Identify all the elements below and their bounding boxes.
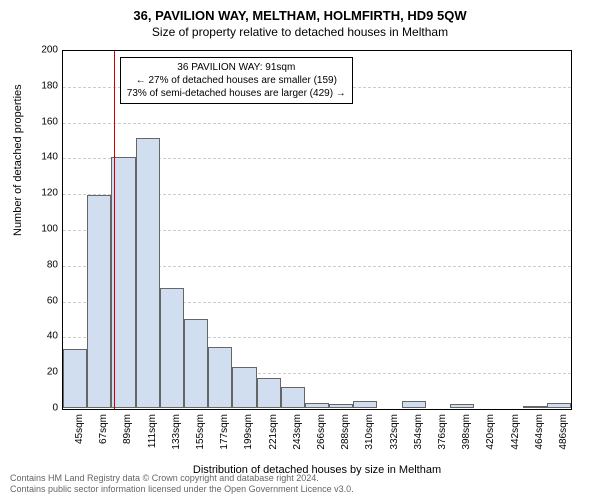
bar (281, 387, 305, 408)
x-tick: 243sqm (292, 414, 303, 464)
x-tick: 354sqm (413, 414, 424, 464)
x-tick: 376sqm (437, 414, 448, 464)
x-tick: 288sqm (340, 414, 351, 464)
chart-area: 36 PAVILION WAY: 91sqm ← 27% of detached… (62, 50, 572, 410)
chart-subtitle: Size of property relative to detached ho… (0, 23, 600, 39)
x-tick: 45sqm (74, 414, 85, 464)
chart-title: 36, PAVILION WAY, MELTHAM, HOLMFIRTH, HD… (0, 0, 600, 23)
y-tick: 80 (28, 259, 58, 270)
bar (450, 404, 474, 408)
chart-container: 36, PAVILION WAY, MELTHAM, HOLMFIRTH, HD… (0, 0, 600, 500)
bar (257, 378, 281, 408)
info-line-2: ← 27% of detached houses are smaller (15… (127, 74, 346, 87)
x-tick: 420sqm (485, 414, 496, 464)
x-tick: 89sqm (122, 414, 133, 464)
footer-line-1: Contains HM Land Registry data © Crown c… (10, 473, 354, 485)
bar (402, 401, 426, 408)
y-tick: 20 (28, 367, 58, 378)
y-tick: 40 (28, 331, 58, 342)
info-box: 36 PAVILION WAY: 91sqm ← 27% of detached… (120, 57, 353, 104)
y-tick: 200 (28, 45, 58, 56)
x-tick: 199sqm (243, 414, 254, 464)
marker-line (114, 51, 115, 409)
bar (208, 347, 232, 408)
bar (87, 195, 111, 408)
y-tick: 60 (28, 295, 58, 306)
bar (547, 403, 571, 408)
bar (232, 367, 256, 408)
info-line-3: 73% of semi-detached houses are larger (… (127, 87, 346, 100)
y-tick: 0 (28, 403, 58, 414)
x-tick: 310sqm (364, 414, 375, 464)
x-tick: 177sqm (219, 414, 230, 464)
bar (353, 401, 377, 408)
x-tick: 398sqm (461, 414, 472, 464)
x-tick: 111sqm (147, 414, 158, 464)
gridline (63, 123, 571, 124)
x-tick: 67sqm (98, 414, 109, 464)
x-tick: 332sqm (389, 414, 400, 464)
bar (160, 288, 184, 408)
y-tick: 100 (28, 224, 58, 235)
bar (63, 349, 87, 408)
info-line-1: 36 PAVILION WAY: 91sqm (127, 61, 346, 74)
x-tick: 442sqm (510, 414, 521, 464)
bar (305, 403, 329, 408)
bar (136, 138, 160, 408)
y-tick: 140 (28, 152, 58, 163)
bar (184, 319, 208, 409)
x-tick: 266sqm (316, 414, 327, 464)
plot-area: 36 PAVILION WAY: 91sqm ← 27% of detached… (62, 50, 572, 410)
footer-line-2: Contains public sector information licen… (10, 484, 354, 496)
bar (523, 406, 547, 408)
y-tick: 180 (28, 80, 58, 91)
x-tick: 486sqm (558, 414, 569, 464)
y-tick: 120 (28, 188, 58, 199)
x-tick: 133sqm (171, 414, 182, 464)
x-tick: 155sqm (195, 414, 206, 464)
x-tick: 221sqm (268, 414, 279, 464)
y-tick: 160 (28, 116, 58, 127)
footer: Contains HM Land Registry data © Crown c… (10, 473, 354, 496)
bar (111, 157, 135, 408)
bar (329, 404, 353, 408)
x-tick: 464sqm (534, 414, 545, 464)
